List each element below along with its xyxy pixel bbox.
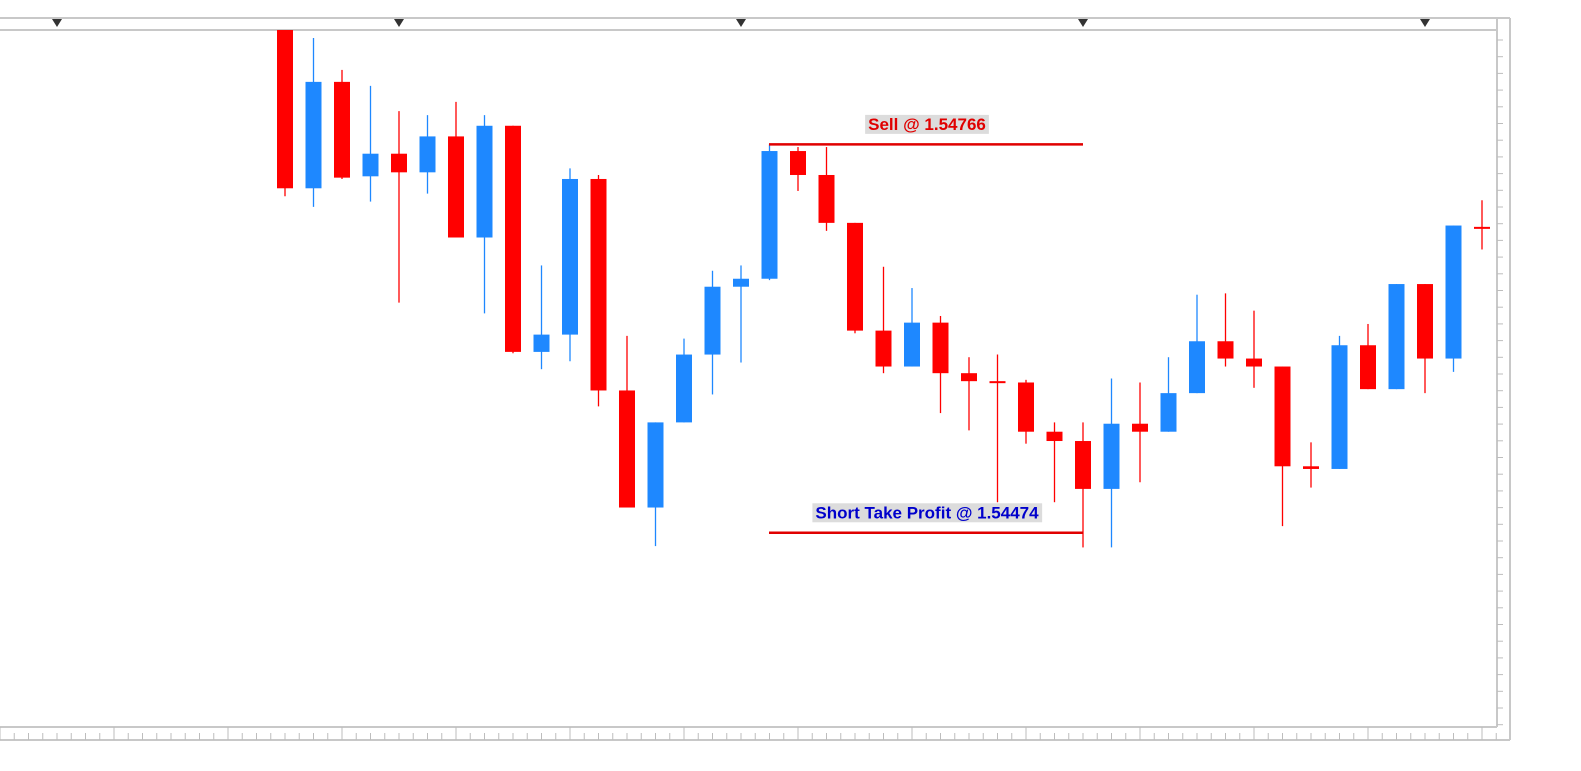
label-background (865, 114, 989, 134)
candle-body (961, 373, 977, 382)
candle-body (818, 174, 835, 223)
level-label: Short Take Profit @ 1.54474 (815, 503, 1039, 522)
candle-body (733, 278, 749, 287)
period-marker (1078, 19, 1088, 27)
candle-body (1388, 284, 1405, 390)
candle-body (391, 153, 407, 173)
period-marker (1420, 19, 1430, 27)
candles (277, 30, 1490, 548)
candle-body (676, 354, 692, 423)
candle-body (790, 151, 806, 175)
candle-body (277, 30, 293, 189)
candle-body (1132, 423, 1148, 432)
candle-body (1189, 341, 1205, 394)
level-label: Sell @ 1.54766 (868, 115, 986, 134)
candle-body (533, 334, 550, 352)
candle-body (305, 81, 322, 189)
candle-body (505, 125, 521, 352)
candle-body (590, 178, 607, 391)
axis-decor (0, 19, 1503, 740)
candle-body (1331, 345, 1348, 469)
period-marker (394, 19, 404, 27)
candle-body (1160, 393, 1177, 432)
period-marker (736, 19, 746, 27)
candle-body (1303, 466, 1319, 469)
candle-body (1046, 431, 1063, 442)
candle-body (1445, 225, 1462, 359)
candle-body (476, 125, 493, 238)
candle-body (1217, 341, 1234, 359)
candle-body (334, 81, 350, 178)
label-background (812, 503, 1043, 523)
candle-body (989, 381, 1006, 384)
candle-body (704, 286, 721, 355)
period-marker (52, 19, 62, 27)
candle-body (647, 422, 664, 508)
candle-body (932, 322, 949, 374)
candle-body (761, 151, 778, 279)
candle-body (448, 136, 464, 238)
candle-body (1417, 284, 1433, 359)
candle-body (1246, 358, 1262, 367)
candle-body (847, 222, 863, 331)
candle-body (1103, 423, 1120, 489)
candle-body (562, 178, 578, 335)
candle-body (1360, 345, 1376, 390)
candle-body (1474, 226, 1490, 229)
candle-body (362, 153, 379, 177)
candle-body (1018, 382, 1034, 432)
annotations: Sell @ 1.54766 Short Take Profit @ 1.5447… (769, 114, 1083, 535)
candle-body (419, 136, 436, 173)
candle-body (1075, 441, 1091, 489)
candle-body (1274, 366, 1291, 467)
candle-body (619, 390, 635, 508)
candle-body (904, 322, 920, 367)
candle-body (875, 330, 892, 367)
